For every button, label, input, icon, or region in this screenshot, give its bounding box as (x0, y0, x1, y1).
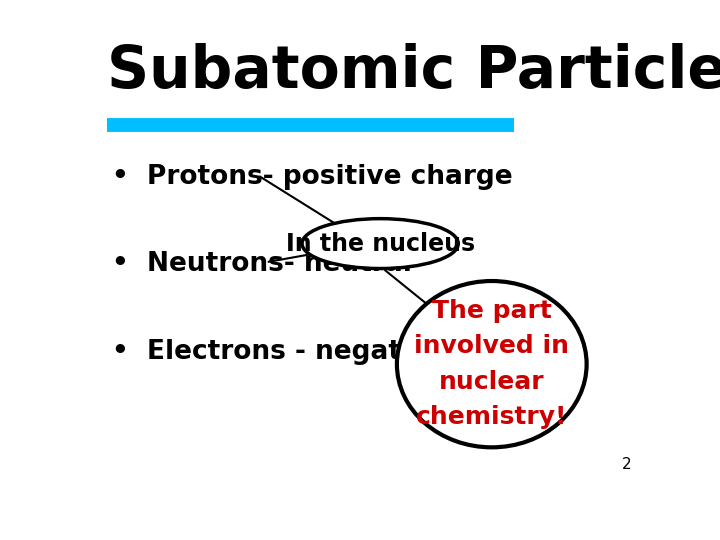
Text: •  Protons- positive charge: • Protons- positive charge (112, 164, 513, 190)
Text: Subatomic Particles: Subatomic Particles (107, 43, 720, 100)
Text: The part
involved in
nuclear
chemistry!: The part involved in nuclear chemistry! (414, 299, 570, 429)
Text: 2: 2 (621, 457, 631, 472)
Text: •  Neutrons- neutral: • Neutrons- neutral (112, 252, 412, 278)
Text: •  Electrons - negative charge: • Electrons - negative charge (112, 339, 557, 364)
Ellipse shape (302, 219, 459, 268)
Ellipse shape (397, 281, 587, 447)
Text: In the nucleus: In the nucleus (286, 232, 474, 255)
